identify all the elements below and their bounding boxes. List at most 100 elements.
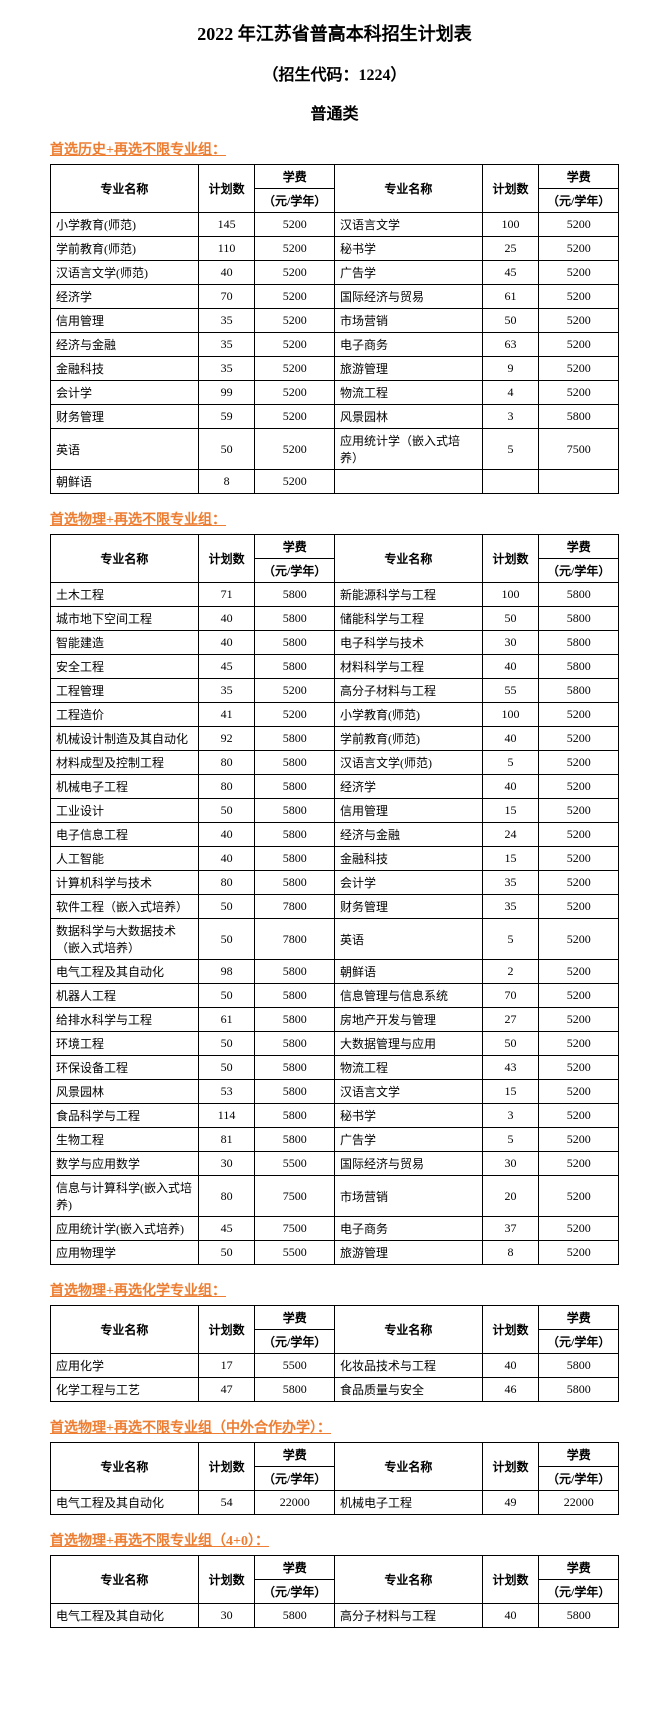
- cell: 5800: [539, 1378, 619, 1402]
- cell: 信用管理: [334, 799, 482, 823]
- cell: 储能科学与工程: [334, 607, 482, 631]
- cell: 5200: [539, 751, 619, 775]
- cell: 5200: [255, 261, 335, 285]
- header-fee: 学费: [539, 535, 619, 559]
- header-fee: 学费: [255, 1556, 335, 1580]
- table-row: 应用统计学(嵌入式培养)457500电子商务375200: [51, 1217, 619, 1241]
- cell: 5800: [255, 1128, 335, 1152]
- cell: 5200: [539, 1176, 619, 1217]
- header-fee-unit: （元/学年）: [255, 1467, 335, 1491]
- cell: 应用统计学(嵌入式培养): [51, 1217, 199, 1241]
- table-row: 电气工程及其自动化5422000机械电子工程4922000: [51, 1491, 619, 1515]
- cell: 35: [482, 871, 539, 895]
- cell: 5800: [255, 1080, 335, 1104]
- cell: 朝鲜语: [334, 960, 482, 984]
- cell: 5200: [255, 213, 335, 237]
- cell: 广告学: [334, 261, 482, 285]
- cell: 大数据管理与应用: [334, 1032, 482, 1056]
- cell: 70: [482, 984, 539, 1008]
- cell: 7500: [255, 1217, 335, 1241]
- cell: 30: [198, 1604, 255, 1628]
- cell: 100: [482, 703, 539, 727]
- cell: 数学与应用数学: [51, 1152, 199, 1176]
- cell: 工程管理: [51, 679, 199, 703]
- cell: 小学教育(师范): [334, 703, 482, 727]
- cell: 高分子材料与工程: [334, 1604, 482, 1628]
- cell: 5800: [255, 751, 335, 775]
- cell: 5800: [255, 871, 335, 895]
- cell: 5200: [255, 429, 335, 470]
- cell: 英语: [334, 919, 482, 960]
- table-row: 机器人工程505800信息管理与信息系统705200: [51, 984, 619, 1008]
- table-row: 学前教育(师范)1105200秘书学255200: [51, 237, 619, 261]
- cell: 5200: [539, 799, 619, 823]
- cell: 8: [482, 1241, 539, 1265]
- cell: 15: [482, 1080, 539, 1104]
- cell: 旅游管理: [334, 1241, 482, 1265]
- cell: 物流工程: [334, 381, 482, 405]
- cell: 数据科学与大数据技术（嵌入式培养）: [51, 919, 199, 960]
- header-plan: 计划数: [482, 1443, 539, 1491]
- header-plan: 计划数: [198, 1443, 255, 1491]
- cell: 30: [198, 1152, 255, 1176]
- enrollment-table: 专业名称计划数学费专业名称计划数学费（元/学年）（元/学年）电气工程及其自动化3…: [50, 1555, 619, 1628]
- header-major: 专业名称: [51, 1306, 199, 1354]
- cell: 汉语言文学(师范): [51, 261, 199, 285]
- section-title: 首选物理+再选化学专业组：: [50, 1280, 619, 1300]
- cell: 5800: [539, 631, 619, 655]
- cell: 智能建造: [51, 631, 199, 655]
- cell: 5200: [255, 309, 335, 333]
- cell: 5200: [539, 847, 619, 871]
- cell: 24: [482, 823, 539, 847]
- cell: 17: [198, 1354, 255, 1378]
- cell: [539, 470, 619, 494]
- section-title: 首选物理+再选不限专业组（4+0）：: [50, 1530, 619, 1550]
- cell: 秘书学: [334, 237, 482, 261]
- cell: 50: [198, 799, 255, 823]
- cell: 5200: [539, 309, 619, 333]
- header-fee-unit: （元/学年）: [539, 559, 619, 583]
- cell: 5800: [255, 984, 335, 1008]
- cell: 40: [198, 847, 255, 871]
- enrollment-table: 专业名称计划数学费专业名称计划数学费（元/学年）（元/学年）电气工程及其自动化5…: [50, 1442, 619, 1515]
- cell: 5200: [255, 333, 335, 357]
- cell: 工业设计: [51, 799, 199, 823]
- cell: 40: [198, 823, 255, 847]
- header-fee: 学费: [255, 1306, 335, 1330]
- cell: 5200: [255, 237, 335, 261]
- header-fee-unit: （元/学年）: [255, 1580, 335, 1604]
- cell: 5200: [539, 871, 619, 895]
- table-row: 信息与计算科学(嵌入式培养)807500市场营销205200: [51, 1176, 619, 1217]
- cell: 7500: [255, 1176, 335, 1217]
- cell: 20: [482, 1176, 539, 1217]
- header-fee-unit: （元/学年）: [539, 1330, 619, 1354]
- header-fee-unit: （元/学年）: [255, 559, 335, 583]
- cell: 5800: [255, 1056, 335, 1080]
- cell: 5800: [255, 823, 335, 847]
- cell: 40: [198, 607, 255, 631]
- table-row: 应用物理学505500旅游管理85200: [51, 1241, 619, 1265]
- cell: 5500: [255, 1241, 335, 1265]
- header-plan: 计划数: [482, 535, 539, 583]
- page-title: 2022 年江苏省普高本科招生计划表: [50, 20, 619, 46]
- cell: 5800: [255, 1378, 335, 1402]
- cell: 5800: [255, 775, 335, 799]
- cell: 应用化学: [51, 1354, 199, 1378]
- enrollment-table: 专业名称计划数学费专业名称计划数学费（元/学年）（元/学年）应用化学175500…: [50, 1305, 619, 1402]
- table-row: 经济与金融355200电子商务635200: [51, 333, 619, 357]
- cell: 35: [198, 333, 255, 357]
- cell: 财务管理: [51, 405, 199, 429]
- table-row: 化学工程与工艺475800食品质量与安全465800: [51, 1378, 619, 1402]
- cell: 电气工程及其自动化: [51, 1491, 199, 1515]
- cell: 49: [482, 1491, 539, 1515]
- cell: 4: [482, 381, 539, 405]
- cell: 5: [482, 919, 539, 960]
- cell: 化妆品技术与工程: [334, 1354, 482, 1378]
- table-row: 给排水科学与工程615800房地产开发与管理275200: [51, 1008, 619, 1032]
- table-row: 英语505200应用统计学（嵌入式培养）57500: [51, 429, 619, 470]
- cell: 5200: [539, 381, 619, 405]
- header-fee: 学费: [539, 1306, 619, 1330]
- cell: 50: [198, 919, 255, 960]
- cell: 47: [198, 1378, 255, 1402]
- cell: 5800: [255, 1104, 335, 1128]
